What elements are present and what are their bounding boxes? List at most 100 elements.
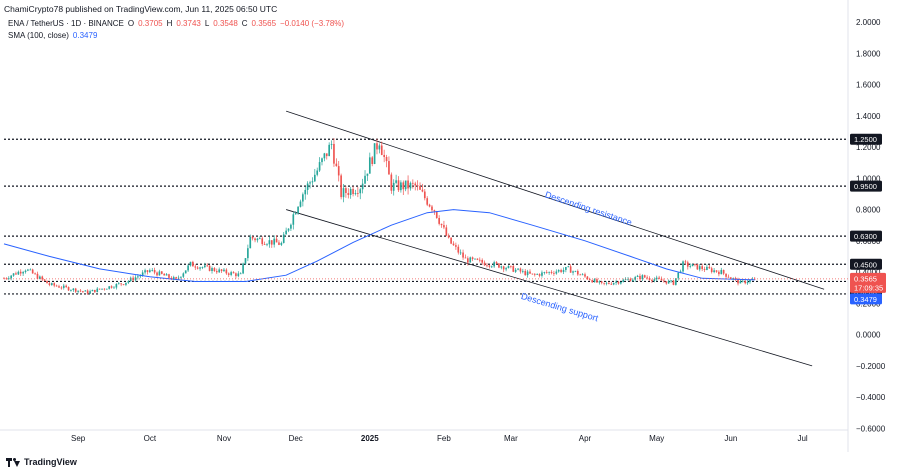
level-price-tag <box>850 258 882 270</box>
candle-body <box>247 248 249 259</box>
candle-body <box>184 270 187 274</box>
candle-body <box>651 279 653 281</box>
candle-body <box>749 279 751 283</box>
candle-body <box>433 210 436 212</box>
candle-body <box>22 272 24 274</box>
candle-body <box>285 230 287 235</box>
candle-body <box>48 283 51 285</box>
candle-body <box>175 277 177 279</box>
legend-high-value: 0.3743 <box>176 19 201 28</box>
candle-body <box>553 272 555 274</box>
candle-body <box>505 268 507 270</box>
candle-body <box>445 227 448 236</box>
candle-body <box>677 272 680 279</box>
candle-body <box>675 278 677 285</box>
candle-body <box>526 271 529 276</box>
legend-symbol[interactable]: ENA / TetherUS · 1D · BINANCE <box>8 19 124 28</box>
candle-body <box>579 274 582 276</box>
tradingview-brand[interactable]: TradingView <box>6 457 77 467</box>
candle-body <box>333 143 335 164</box>
candle-body <box>402 182 405 190</box>
candle-body <box>469 257 472 263</box>
candle-body <box>373 143 376 165</box>
level-price-tag <box>850 180 882 192</box>
candle-body <box>39 276 41 279</box>
candle-body <box>254 238 256 241</box>
candle-body <box>127 281 130 283</box>
candle-body <box>357 193 359 194</box>
candle-body <box>581 274 584 276</box>
candle-body <box>180 276 182 278</box>
trendline-annotation: Descending support <box>520 291 600 324</box>
candle-body <box>232 272 235 274</box>
candle-body <box>438 218 440 224</box>
candle-body <box>679 271 682 273</box>
candle-body <box>510 265 512 267</box>
candle-body <box>404 180 407 190</box>
candle-body <box>280 242 283 245</box>
candle-body <box>555 271 558 274</box>
candle-body <box>450 237 452 244</box>
candle-body <box>62 285 65 288</box>
last-price-tag <box>850 272 886 293</box>
level-price-tag-label: 0.4500 <box>854 260 877 269</box>
candle-body <box>541 272 543 276</box>
candle-body <box>643 275 646 278</box>
candle-body <box>204 265 206 268</box>
candle-body <box>620 282 622 284</box>
y-tick-label: −0.4000 <box>856 393 886 402</box>
candle-body <box>636 275 639 278</box>
candle-body <box>82 291 84 292</box>
candle-body <box>737 278 739 284</box>
trendline <box>286 110 825 290</box>
candle-body <box>199 267 201 269</box>
candle-body <box>67 287 70 291</box>
candle-body <box>27 269 29 271</box>
trendline-annotation: Descending resistance <box>544 189 634 227</box>
candle-body <box>302 194 304 202</box>
candle-body <box>746 282 749 284</box>
candle-body <box>122 284 125 286</box>
candle-body <box>722 269 725 274</box>
candle-body <box>182 273 185 277</box>
candle-body <box>141 272 144 276</box>
candle-body <box>474 258 476 260</box>
candle-body <box>718 271 720 275</box>
candle-body <box>287 228 290 231</box>
candle-body <box>345 188 347 194</box>
candle-body <box>459 252 462 254</box>
candle-body <box>249 236 252 249</box>
x-tick-label: Jul <box>797 434 807 443</box>
candle-body <box>694 264 696 266</box>
candle-body <box>206 265 209 267</box>
candle-body <box>605 282 608 284</box>
candle-body <box>98 288 101 290</box>
candle-body <box>115 283 118 288</box>
candle-body <box>689 266 692 267</box>
level-price-tag-label: 0.9500 <box>854 182 877 191</box>
candle-body <box>172 277 175 280</box>
candle-body <box>727 276 730 278</box>
candle-body <box>110 286 113 288</box>
candle-body <box>586 276 589 280</box>
candle-body <box>368 157 371 174</box>
candle-body <box>371 157 374 165</box>
y-tick-label: 1.4000 <box>856 112 881 121</box>
candle-body <box>50 283 53 285</box>
candle-body <box>517 268 519 270</box>
candle-body <box>321 158 323 163</box>
x-tick-label: Jun <box>724 434 737 443</box>
legend-sma-label[interactable]: SMA (100, close) <box>8 31 69 40</box>
candle-body <box>622 279 625 283</box>
candle-body <box>158 271 161 276</box>
candle-body <box>36 273 39 279</box>
candle-body <box>512 266 515 272</box>
candle-body <box>24 270 27 273</box>
candle-body <box>227 273 230 275</box>
x-tick-label: May <box>649 434 664 443</box>
candle-body <box>335 163 338 167</box>
y-tick-label: 2.0000 <box>856 18 881 27</box>
candle-body <box>84 290 87 292</box>
